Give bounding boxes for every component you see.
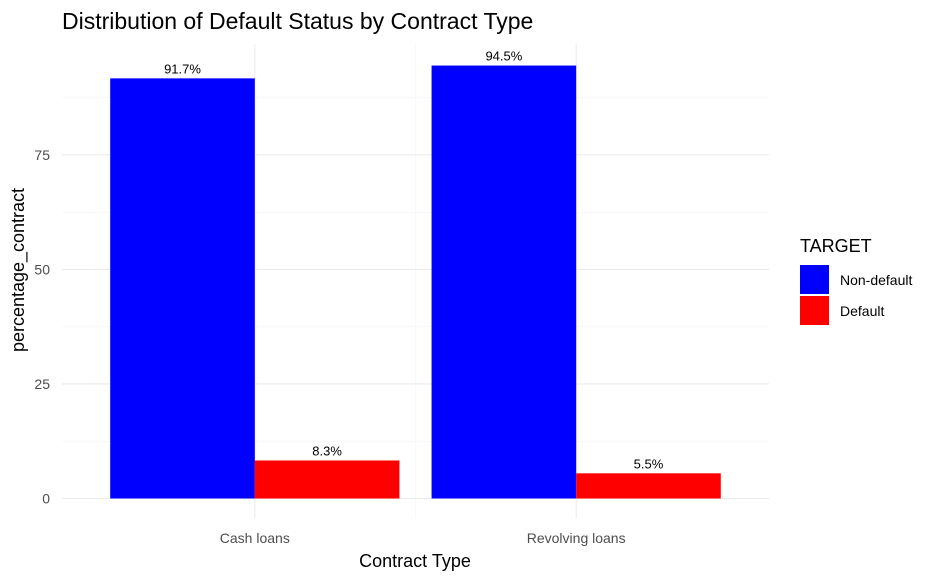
legend-label: Non-default — [840, 272, 912, 288]
data-labels: 91.7% 94.5% 8.3% 5.5% — [164, 49, 664, 472]
bar — [254, 460, 400, 499]
bar-value-label: 94.5% — [485, 49, 522, 64]
y-axis-title: percentage_contract — [8, 188, 29, 352]
bar — [431, 65, 577, 499]
x-tick-label: Cash loans — [220, 530, 290, 546]
x-axis-title: Contract Type — [359, 551, 471, 571]
y-tick-label: 25 — [34, 376, 50, 392]
bar-value-label: 8.3% — [312, 443, 342, 458]
chart-title: Distribution of Default Status by Contra… — [62, 8, 533, 34]
legend-label: Default — [840, 303, 884, 319]
legend-title: TARGET — [800, 236, 872, 256]
legend-swatch — [800, 265, 829, 294]
bar-value-label: 91.7% — [164, 61, 201, 76]
y-tick-label: 50 — [34, 261, 50, 277]
x-tick-label: Revolving loans — [527, 530, 626, 546]
bar — [110, 78, 255, 499]
bars — [110, 65, 721, 499]
legend: TARGET Non-default Default — [800, 236, 912, 325]
y-axis-ticks: 0 25 50 75 — [34, 147, 50, 507]
bar — [576, 473, 721, 499]
y-tick-label: 75 — [34, 147, 50, 163]
legend-swatch — [800, 296, 829, 325]
x-axis-ticks: Cash loans Revolving loans — [220, 530, 626, 546]
y-tick-label: 0 — [42, 491, 50, 507]
bar-value-label: 5.5% — [634, 456, 664, 471]
